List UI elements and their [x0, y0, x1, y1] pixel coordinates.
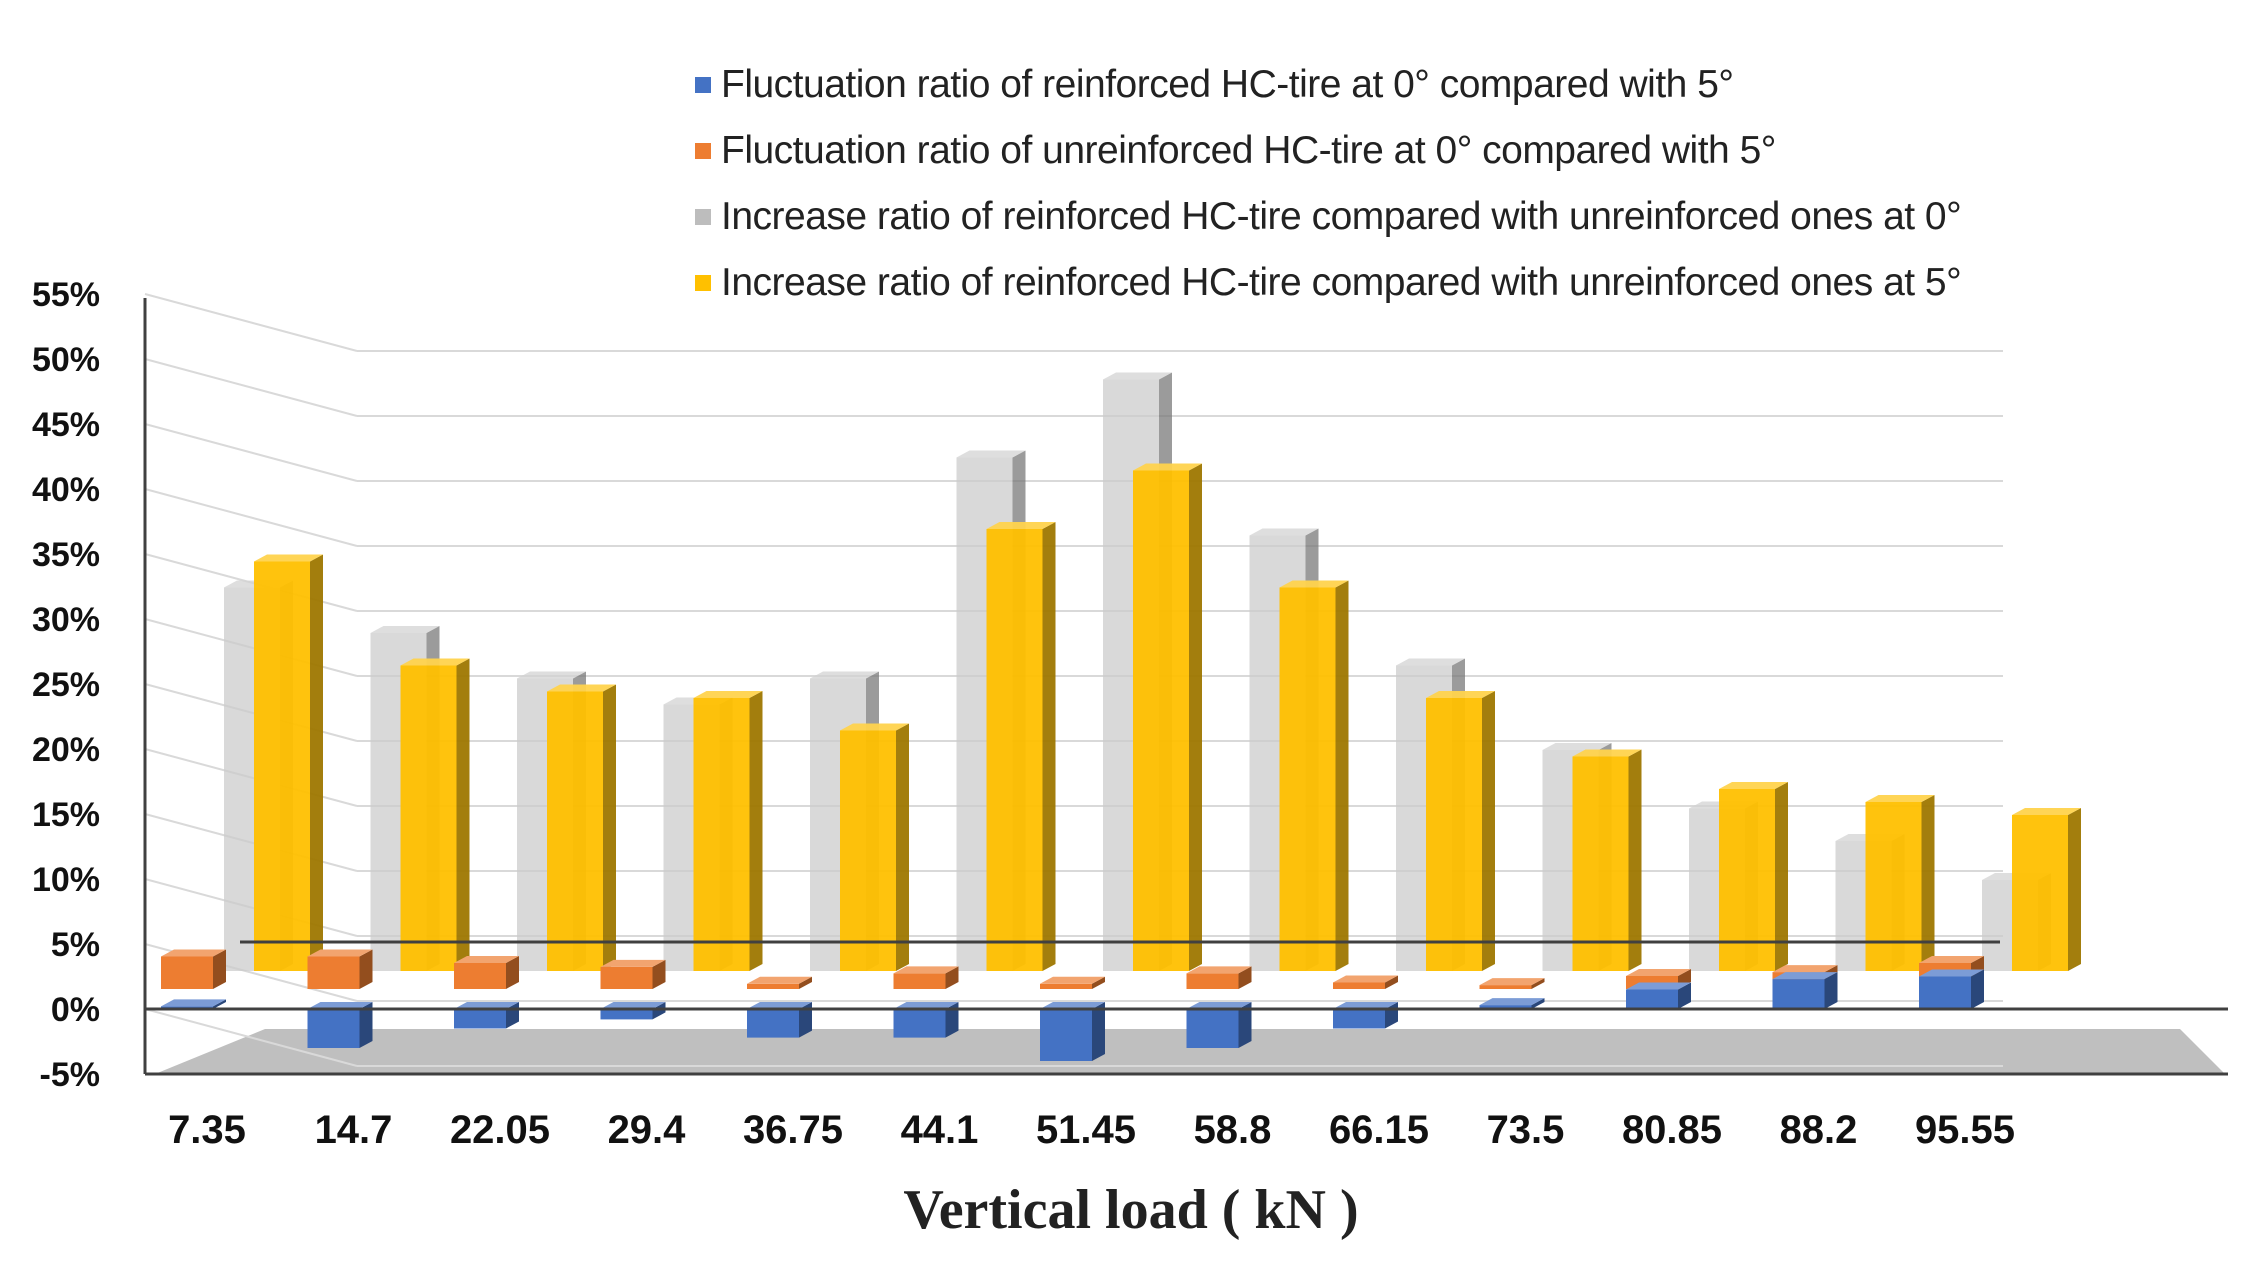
y-tick-15: 15%	[32, 796, 100, 834]
bar-s1-22_05	[454, 956, 519, 989]
bar-s3-44_1	[986, 522, 1056, 971]
bar-s0-58_8	[1186, 1002, 1252, 1048]
x-tick-88_2: 88.2	[1780, 1108, 1858, 1152]
x-tick-73_5: 73.5	[1487, 1108, 1565, 1152]
legend-swatch-yellow	[695, 275, 711, 291]
legend-label-1: Fluctuation ratio of unreinforced HC-tir…	[721, 129, 1776, 172]
bar-s1-14_7	[307, 949, 373, 989]
x-tick-95_55: 95.55	[1915, 1108, 2015, 1152]
y-tick--5: -5%	[40, 1056, 100, 1094]
gridline-55	[144, 293, 2003, 352]
bar-s3-88_2	[1865, 795, 1935, 971]
bar-s1-66_15	[1333, 975, 1398, 989]
legend-swatch-blue	[695, 77, 711, 93]
bar-s0-44_1	[893, 1002, 959, 1038]
bar-s0-51_45	[1040, 1002, 1105, 1061]
bar-s3-14_7	[400, 658, 470, 971]
bar-s0-80_85	[1626, 982, 1691, 1009]
legend-item-1: Fluctuation ratio of unreinforced HC-tir…	[695, 118, 1961, 184]
bar-s0-14_7	[307, 1002, 373, 1048]
gridline-35	[144, 553, 2003, 612]
bar-s1-7_35	[161, 949, 226, 989]
bar-s0-73_5	[1479, 998, 1545, 1009]
legend-item-2: Increase ratio of reinforced HC-tire com…	[695, 184, 1962, 250]
y-tick-55: 55%	[32, 276, 100, 314]
gridline-40	[144, 488, 2003, 547]
y-axis-ticks: -5% 0% 5% 10% 15% 20% 25% 30% 35% 40% 45% 50% 55%	[32, 276, 100, 1094]
y-tick-10: 10%	[32, 861, 100, 899]
x-tick-58_8: 58.8	[1194, 1108, 1272, 1152]
bar-s0-22_05	[454, 1002, 519, 1029]
y-tick-25: 25%	[32, 666, 100, 704]
y-tick-5: 5%	[51, 926, 100, 964]
x-tick-51_45: 51.45	[1036, 1108, 1136, 1152]
y-tick-45: 45%	[32, 406, 100, 444]
x-tick-66_15: 66.15	[1329, 1108, 1429, 1152]
bar-s0-66_15	[1333, 1002, 1398, 1029]
bar-s1-58_8	[1186, 966, 1252, 989]
bar-s0-36_75	[747, 1002, 812, 1038]
legend-swatch-orange	[695, 143, 711, 159]
axes	[143, 298, 2228, 1076]
y-tick-30: 30%	[32, 601, 100, 639]
legend-label-2: Increase ratio of reinforced HC-tire com…	[721, 195, 1962, 238]
legend: Fluctuation ratio of reinforced HC-tire …	[695, 52, 1962, 316]
legend-item-0: Fluctuation ratio of reinforced HC-tire …	[695, 52, 1961, 118]
bar-s3-29_4	[693, 691, 763, 971]
chart-floor	[155, 1029, 2225, 1074]
bar-s3-73_5	[1572, 749, 1642, 971]
bars	[161, 372, 2081, 1061]
x-tick-7_35: 7.35	[168, 1108, 246, 1152]
legend-swatch-gray	[695, 209, 711, 225]
x-tick-80_85: 80.85	[1622, 1108, 1722, 1152]
bar-s3-7_35	[254, 554, 323, 971]
bar-s0-88_2	[1772, 972, 1838, 1009]
x-tick-44_1: 44.1	[901, 1108, 979, 1152]
x-tick-29_4: 29.4	[608, 1108, 687, 1152]
bar-s0-95_55	[1919, 969, 1984, 1009]
bar-s3-66_15	[1426, 691, 1495, 971]
legend-label-3: Increase ratio of reinforced HC-tire com…	[721, 261, 1962, 304]
x-tick-22_05: 22.05	[450, 1108, 550, 1152]
gridline-0	[144, 1008, 2003, 1067]
bar-s3-22_05	[547, 684, 616, 971]
bar-s1-29_4	[600, 959, 666, 989]
legend-label-0: Fluctuation ratio of reinforced HC-tire …	[721, 63, 1734, 106]
bar-s1-36_75	[747, 976, 812, 989]
gridline-45	[144, 423, 2003, 482]
floor-plane	[155, 1029, 2225, 1074]
bar-s1-44_1	[893, 966, 959, 989]
y-tick-20: 20%	[32, 731, 100, 769]
gridline-50	[144, 358, 2003, 417]
y-tick-35: 35%	[32, 536, 100, 574]
y-tick-0: 0%	[51, 991, 100, 1029]
bar-s0-29_4	[600, 1002, 666, 1020]
bar-s1-73_5	[1479, 978, 1545, 989]
bar-s3-36_75	[840, 723, 909, 971]
bar-s1-51_45	[1040, 976, 1105, 989]
x-tick-36_75: 36.75	[743, 1108, 843, 1152]
y-tick-50: 50%	[32, 341, 100, 379]
bar-s3-95_55	[2012, 808, 2081, 971]
bar-s3-58_8	[1279, 580, 1349, 971]
y-tick-40: 40%	[32, 471, 100, 509]
x-axis-ticks: 7.35 14.7 22.05 29.4 36.75 44.1 51.45 58.8 66.15…	[168, 1108, 2015, 1152]
x-axis-title: Vertical load ( kN )	[903, 1179, 1358, 1241]
bar-s3-51_45	[1133, 463, 1202, 971]
x-tick-14_7: 14.7	[315, 1108, 393, 1152]
legend-item-3: Increase ratio of reinforced HC-tire com…	[695, 250, 1962, 316]
